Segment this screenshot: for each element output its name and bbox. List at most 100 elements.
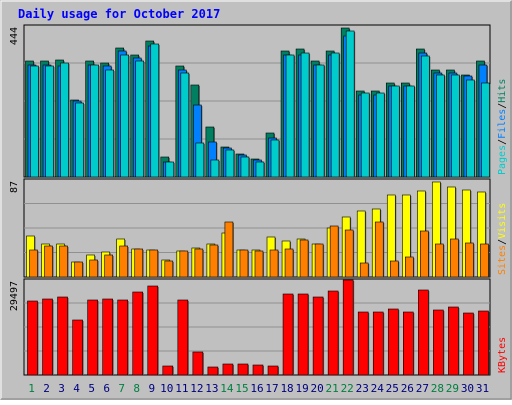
bar-kbytes (403, 311, 415, 376)
bar-fill (387, 308, 399, 376)
bar-fill (420, 230, 429, 278)
day-label: 23 (356, 382, 369, 395)
bar-kbytes (433, 309, 445, 376)
bar-fill (269, 249, 279, 278)
bar-fill (330, 52, 340, 178)
bar-sites (74, 261, 84, 278)
bar-pages (300, 52, 311, 178)
day-label: 24 (371, 382, 385, 395)
bar-pages (390, 85, 401, 178)
bar-fill (360, 92, 370, 178)
day-axis-labels: 1 2 3 4 5 6 7 8 9 10 11 12 13 14 15 16 17 18 19 20 21 22 23 24 2… (28, 382, 489, 395)
bar-kbytes (267, 365, 280, 376)
bar-fill (448, 306, 459, 376)
bar-kbytes (177, 299, 189, 376)
chart-panels: 444Pages/Files/Hits87Sites/Visits29497KB… (9, 24, 508, 376)
bar-fill (194, 248, 204, 278)
legend-item: Sites (497, 245, 508, 275)
bar-fill (375, 92, 385, 178)
bar-fill (465, 242, 474, 278)
bar-kbytes (342, 279, 355, 376)
bar-sites (480, 243, 490, 278)
bar-kbytes (57, 296, 69, 376)
bar-sites (450, 238, 460, 278)
bar-fill (149, 249, 159, 278)
bar-fill (463, 312, 474, 376)
day-label: 11 (175, 382, 188, 395)
bar-fill (239, 249, 249, 278)
panel-kbytes: 29497 KBytes (9, 278, 508, 376)
legend-separator: / (497, 239, 508, 245)
bar-sites (374, 221, 385, 278)
bar-fill (29, 249, 38, 278)
bar-fill (120, 54, 129, 178)
bar-fill (345, 30, 355, 178)
day-label: 27 (416, 382, 429, 395)
bar-fill (450, 238, 459, 278)
bar-fill (59, 245, 68, 278)
bar-fill (162, 365, 174, 376)
bar-fill (252, 364, 264, 376)
day-label: 5 (88, 382, 95, 395)
bar-fill (436, 74, 445, 178)
bar-fill (405, 256, 414, 278)
bar-fill (209, 244, 219, 278)
legend-hits-files-pages: Pages/Files/Hits (497, 79, 508, 175)
bar-kbytes (207, 366, 219, 376)
bar-sites (44, 245, 54, 278)
legend-separator: / (497, 103, 508, 109)
bar-fill (164, 260, 174, 278)
bar-kbytes (372, 311, 385, 376)
bar-pages (75, 102, 85, 178)
bar-fill (222, 363, 234, 376)
day-label: 19 (295, 382, 308, 395)
bar-sites (239, 249, 249, 278)
day-label: 9 (148, 382, 155, 395)
bar-fill (30, 65, 39, 178)
bar-pages (135, 60, 145, 178)
bar-fill (435, 243, 444, 278)
bar-fill (254, 250, 264, 278)
day-label: 31 (476, 382, 489, 395)
bar-sites (29, 249, 39, 278)
day-label: 14 (220, 382, 234, 395)
legend-visits-sites: Sites/Visits (497, 203, 508, 275)
bar-sites (405, 256, 415, 278)
chart-title: Daily usage for October 2017 (18, 7, 220, 21)
legend-item: KBytes (497, 337, 508, 373)
bar-kbytes (72, 319, 84, 376)
bar-fill (390, 85, 400, 178)
bar-fill (282, 293, 294, 376)
bar-fill (179, 250, 189, 278)
bar-fill (57, 296, 68, 376)
bar-fill (210, 159, 220, 178)
day-label: 1 (28, 382, 35, 395)
bar-pages (285, 54, 296, 178)
bar-fill (104, 254, 113, 278)
bar-kbytes (312, 296, 325, 376)
bar-fill (478, 310, 489, 376)
bar-fill (105, 69, 114, 178)
bar-fill (297, 293, 309, 376)
bar-fill (102, 298, 113, 376)
bar-pages (195, 142, 205, 178)
bar-pages (30, 65, 40, 178)
bar-fill (72, 319, 83, 376)
bar-fill (195, 142, 205, 178)
day-label: 2 (43, 382, 50, 395)
bar-kbytes (27, 300, 39, 376)
bar-pages (406, 85, 416, 178)
day-label: 21 (326, 382, 339, 395)
bar-pages (150, 43, 160, 178)
bar-fill (374, 221, 384, 278)
day-label: 15 (235, 382, 248, 395)
bar-pages (60, 62, 70, 178)
bar-fill (177, 299, 189, 376)
bar-sites (59, 245, 69, 278)
day-label: 22 (341, 382, 354, 395)
bar-fill (27, 300, 38, 376)
legend-item: Files (497, 109, 508, 139)
